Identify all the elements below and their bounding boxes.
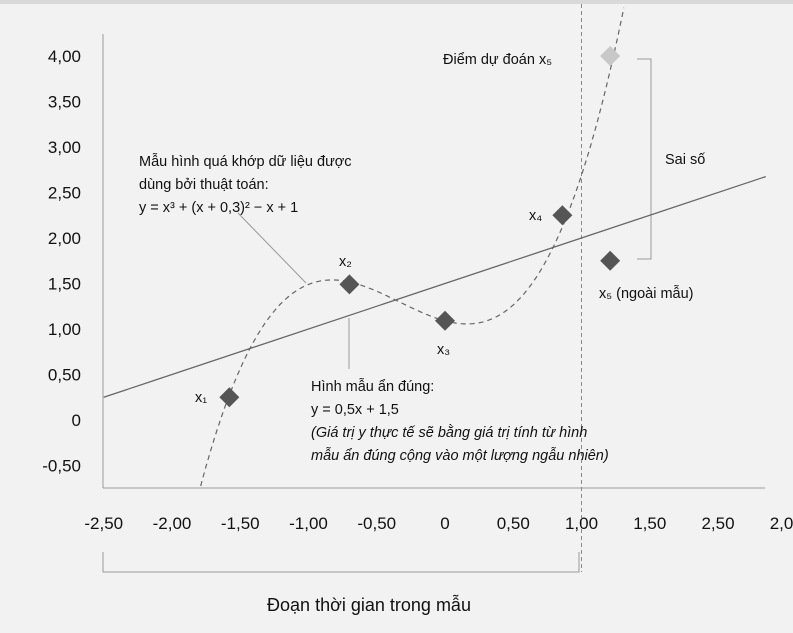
point-label: x₂ [339, 254, 352, 270]
overfit-annotation-line-1: Mẫu hình quá khớp dữ liệu được [139, 153, 352, 170]
y-tick-label: 1,00 [48, 320, 81, 339]
x-tick-label: -1,50 [221, 514, 260, 533]
data-point-x3 [435, 310, 455, 331]
data-point-x1 [219, 387, 240, 408]
plot-area: x₁ x₂ x₃ x₄ x₅ (ngoài mẫu) Điểm dự đoán x₅ [103, 4, 766, 572]
x-tick-label: 2,00 [770, 514, 793, 533]
x-tick-label: 0 [440, 514, 449, 533]
overfit-leader-line [237, 212, 307, 284]
y-tick-label: 3,00 [48, 138, 81, 157]
data-point-x5 [600, 250, 621, 271]
point-label: x₅ (ngoài mẫu) [599, 285, 694, 302]
x-tick-label: -1,00 [289, 514, 328, 533]
true-model-note-line-2: mẫu ẩn đúng cộng vào một lượng ngẫu nhiê… [311, 447, 609, 464]
in-sample-bracket [102, 552, 580, 573]
overfit-annotation-line-3: y = x³ + (x + 0,3)² − x + 1 [139, 200, 298, 216]
y-tick-label: 0,50 [48, 366, 81, 385]
true-model-annotation-line-1: Hình mẫu ẩn đúng: [311, 378, 434, 395]
predicted-point-x5 [600, 46, 621, 66]
in-sample-period-label: Đoạn thời gian trong mẫu [267, 594, 471, 615]
x-tick-label: 0,50 [497, 514, 530, 533]
point-label: Điểm dự đoán x₅ [443, 52, 552, 68]
x-tick-label: -2,00 [153, 514, 192, 533]
overfit-curve [200, 7, 625, 487]
point-label: x₄ [529, 208, 542, 224]
true-model-line [103, 175, 766, 398]
point-label: x₃ [437, 342, 450, 358]
y-tick-label: 1,50 [48, 275, 81, 294]
y-tick-label: -0,50 [42, 457, 81, 476]
x-tick-label: -0,50 [357, 514, 396, 533]
y-tick-label: 0 [72, 411, 81, 430]
true-model-annotation-line-2: y = 0,5x + 1,5 [311, 402, 399, 418]
point-label: x₁ [195, 390, 207, 406]
error-label: Sai số [665, 152, 705, 168]
true-model-note-line-1: (Giá trị y thực tế sẽ bằng giá trị tính … [311, 424, 587, 441]
overfit-annotation-line-2: dùng bởi thuật toán: [139, 177, 269, 193]
y-tick-label: 3,50 [48, 93, 81, 112]
data-point-x2 [339, 274, 360, 295]
x-tick-label: 1,50 [633, 514, 666, 533]
y-tick-label: 2,50 [48, 184, 81, 203]
x-tick-label: -2,50 [84, 514, 123, 533]
error-bracket [637, 58, 652, 260]
top-rule [0, 0, 793, 4]
y-tick-label: 4,00 [48, 47, 81, 66]
x-tick-label: 2,50 [701, 514, 734, 533]
data-point-x4 [552, 205, 573, 226]
x-tick-labels: -2,50 -2,00 -1,50 -1,00 -0,50 0 0,50 1,00 1,50 2,… [84, 514, 793, 533]
y-tick-labels: 4,00 3,50 3,00 2,50 2,00 1,50 1,00 0,50 0 -0,50 [42, 47, 81, 476]
y-tick-label: 2,00 [48, 229, 81, 248]
